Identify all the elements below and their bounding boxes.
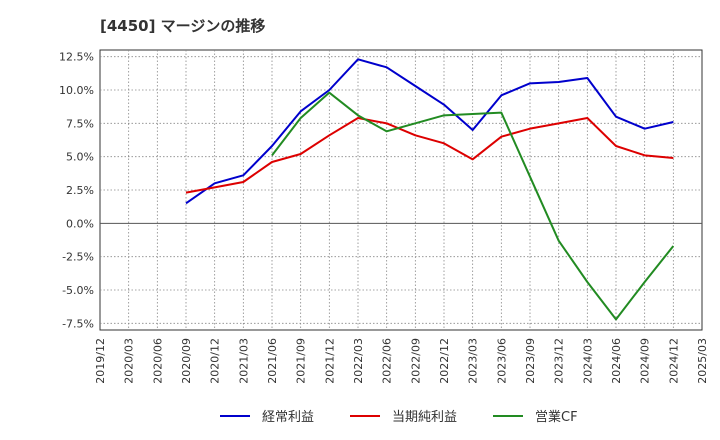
y-tick-label: 0.0% <box>66 217 94 230</box>
x-tick-label: 2019/12 <box>94 338 107 384</box>
y-tick-label: -7.5% <box>62 317 94 330</box>
series-line <box>185 117 674 194</box>
legend-label: 経常利益 <box>262 410 314 425</box>
x-tick-label: 2022/03 <box>352 338 365 384</box>
series-line <box>271 91 675 321</box>
x-tick-label: 2025/03 <box>696 338 709 384</box>
x-tick-label: 2023/12 <box>553 338 566 384</box>
x-tick-label: 2021/12 <box>323 338 336 384</box>
legend-label: 当期純利益 <box>392 410 457 425</box>
y-tick-label: -5.0% <box>62 284 94 297</box>
x-tick-label: 2022/09 <box>409 338 422 384</box>
x-tick-label: 2023/09 <box>524 338 537 384</box>
y-tick-label: 10.0% <box>59 84 94 97</box>
legend-label: 営業CF <box>535 409 578 425</box>
y-tick-label: 5.0% <box>66 151 94 164</box>
x-tick-label: 2020/12 <box>209 338 222 384</box>
x-tick-label: 2020/09 <box>180 338 193 384</box>
x-tick-label: 2024/06 <box>610 338 623 384</box>
x-tick-label: 2021/06 <box>266 338 279 384</box>
x-tick-label: 2023/03 <box>467 338 480 384</box>
chart-title: [4450] マージンの推移 <box>100 17 266 35</box>
y-tick-label: 2.5% <box>66 184 94 197</box>
x-tick-label: 2021/03 <box>237 338 250 384</box>
x-tick-label: 2024/09 <box>639 338 652 384</box>
x-tick-label: 2022/06 <box>381 338 394 384</box>
x-tick-label: 2023/06 <box>495 338 508 384</box>
x-tick-label: 2024/12 <box>667 338 680 384</box>
y-tick-label: -2.5% <box>62 251 94 264</box>
x-tick-label: 2021/09 <box>295 338 308 384</box>
series-line <box>185 58 674 205</box>
y-tick-label: 12.5% <box>59 51 94 64</box>
x-tick-label: 2022/12 <box>438 338 451 384</box>
x-tick-label: 2020/06 <box>151 338 164 384</box>
x-tick-label: 2024/03 <box>581 338 594 384</box>
y-tick-label: 7.5% <box>66 117 94 130</box>
x-tick-label: 2020/03 <box>123 338 136 384</box>
